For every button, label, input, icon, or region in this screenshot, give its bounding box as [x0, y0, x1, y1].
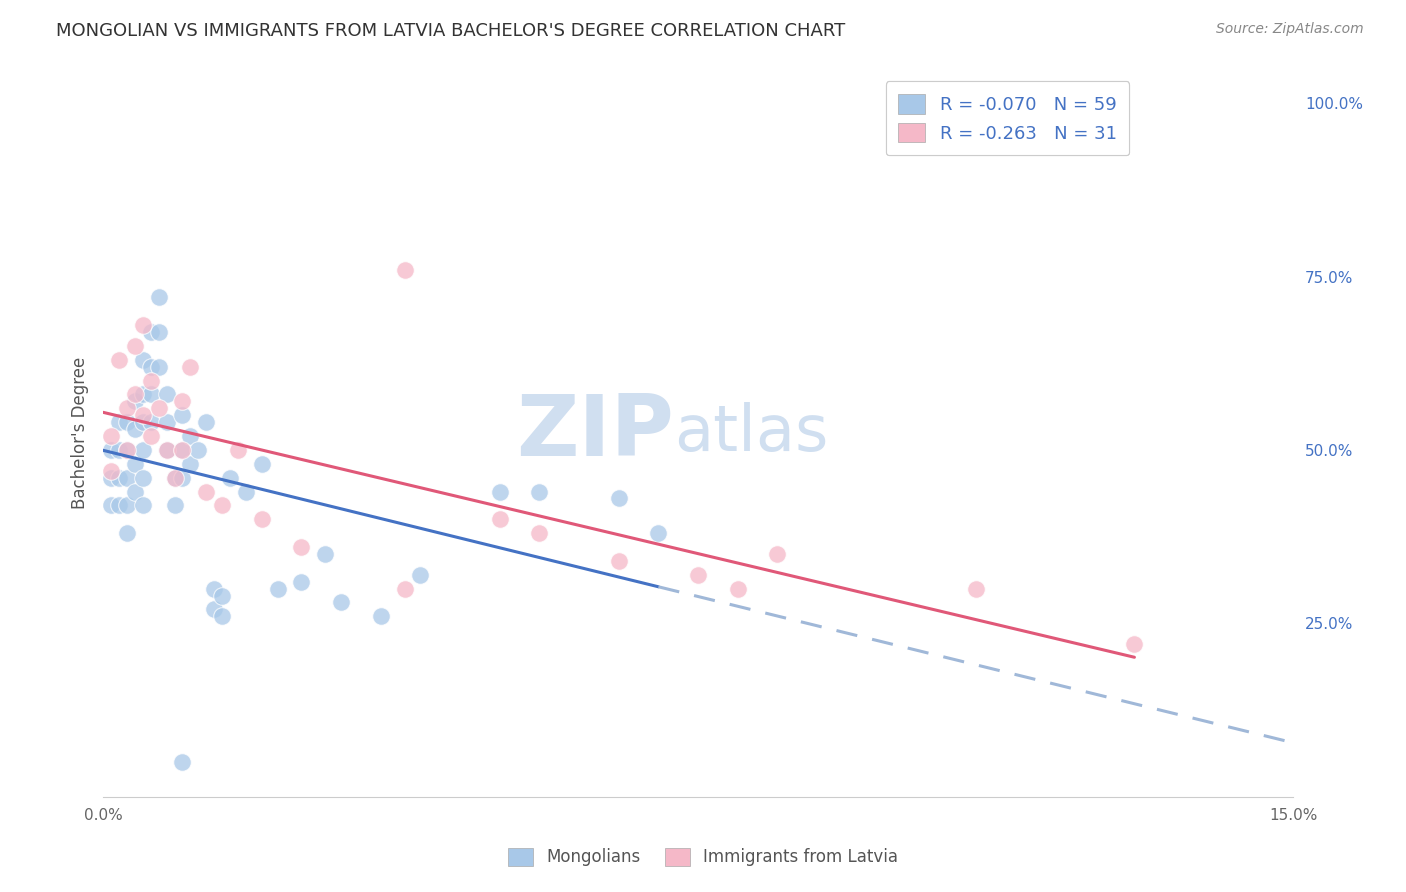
Point [250, 457, 273, 471]
Point [529, 484, 551, 499]
Point [124, 394, 146, 409]
Point [290, 574, 312, 589]
Point [163, 471, 186, 485]
Point [132, 442, 155, 457]
Point [409, 567, 432, 582]
Point [124, 422, 146, 436]
Point [108, 471, 131, 485]
Point [766, 547, 789, 561]
Point [139, 415, 162, 429]
Point [124, 339, 146, 353]
Point [172, 442, 194, 457]
Point [155, 387, 177, 401]
Point [132, 318, 155, 332]
Point [100, 471, 122, 485]
Point [172, 471, 194, 485]
Point [211, 499, 233, 513]
Text: MONGOLIAN VS IMMIGRANTS FROM LATVIA BACHELOR'S DEGREE CORRELATION CHART: MONGOLIAN VS IMMIGRANTS FROM LATVIA BACH… [56, 22, 845, 40]
Point [155, 415, 177, 429]
Point [163, 471, 186, 485]
Point [202, 582, 225, 596]
Point [100, 464, 122, 478]
Point [235, 484, 257, 499]
Point [155, 442, 177, 457]
Point [155, 442, 177, 457]
Point [115, 401, 138, 416]
Point [100, 429, 122, 443]
Legend: R = -0.070   N = 59, R = -0.263   N = 31: R = -0.070 N = 59, R = -0.263 N = 31 [886, 81, 1129, 155]
Point [124, 457, 146, 471]
Point [187, 442, 209, 457]
Point [139, 387, 162, 401]
Point [202, 602, 225, 616]
Point [688, 567, 710, 582]
Point [607, 554, 630, 568]
Point [115, 442, 138, 457]
Point [266, 582, 288, 596]
Point [211, 589, 233, 603]
Point [148, 359, 170, 374]
Point [148, 290, 170, 304]
Text: ZIP: ZIP [516, 391, 675, 474]
Point [488, 484, 510, 499]
Point [108, 499, 131, 513]
Point [195, 415, 218, 429]
Point [330, 595, 353, 609]
Point [179, 429, 201, 443]
Point [314, 547, 336, 561]
Point [179, 359, 201, 374]
Point [115, 471, 138, 485]
Point [100, 499, 122, 513]
Point [219, 471, 242, 485]
Point [148, 401, 170, 416]
Point [132, 471, 155, 485]
Point [124, 484, 146, 499]
Point [108, 442, 131, 457]
Y-axis label: Bachelor's Degree: Bachelor's Degree [72, 357, 89, 508]
Point [1123, 637, 1146, 651]
Point [394, 262, 416, 277]
Point [108, 415, 131, 429]
Text: atlas: atlas [675, 401, 828, 464]
Point [172, 409, 194, 423]
Point [115, 442, 138, 457]
Point [172, 442, 194, 457]
Point [100, 442, 122, 457]
Point [132, 499, 155, 513]
Point [211, 609, 233, 624]
Point [226, 442, 249, 457]
Text: Source: ZipAtlas.com: Source: ZipAtlas.com [1216, 22, 1364, 37]
Point [139, 359, 162, 374]
Point [250, 512, 273, 526]
Point [115, 526, 138, 541]
Point [132, 352, 155, 367]
Point [172, 394, 194, 409]
Point [115, 415, 138, 429]
Point [139, 429, 162, 443]
Point [108, 352, 131, 367]
Point [132, 415, 155, 429]
Point [179, 457, 201, 471]
Point [488, 512, 510, 526]
Point [290, 540, 312, 554]
Point [124, 387, 146, 401]
Point [607, 491, 630, 506]
Point [172, 755, 194, 769]
Legend: Mongolians, Immigrants from Latvia: Mongolians, Immigrants from Latvia [499, 839, 907, 875]
Point [139, 325, 162, 339]
Point [148, 325, 170, 339]
Point [529, 526, 551, 541]
Point [647, 526, 669, 541]
Point [195, 484, 218, 499]
Point [163, 499, 186, 513]
Point [132, 387, 155, 401]
Point [132, 409, 155, 423]
Point [370, 609, 392, 624]
Point [139, 374, 162, 388]
Point [394, 582, 416, 596]
Point [727, 582, 749, 596]
Point [115, 499, 138, 513]
Point [965, 582, 987, 596]
